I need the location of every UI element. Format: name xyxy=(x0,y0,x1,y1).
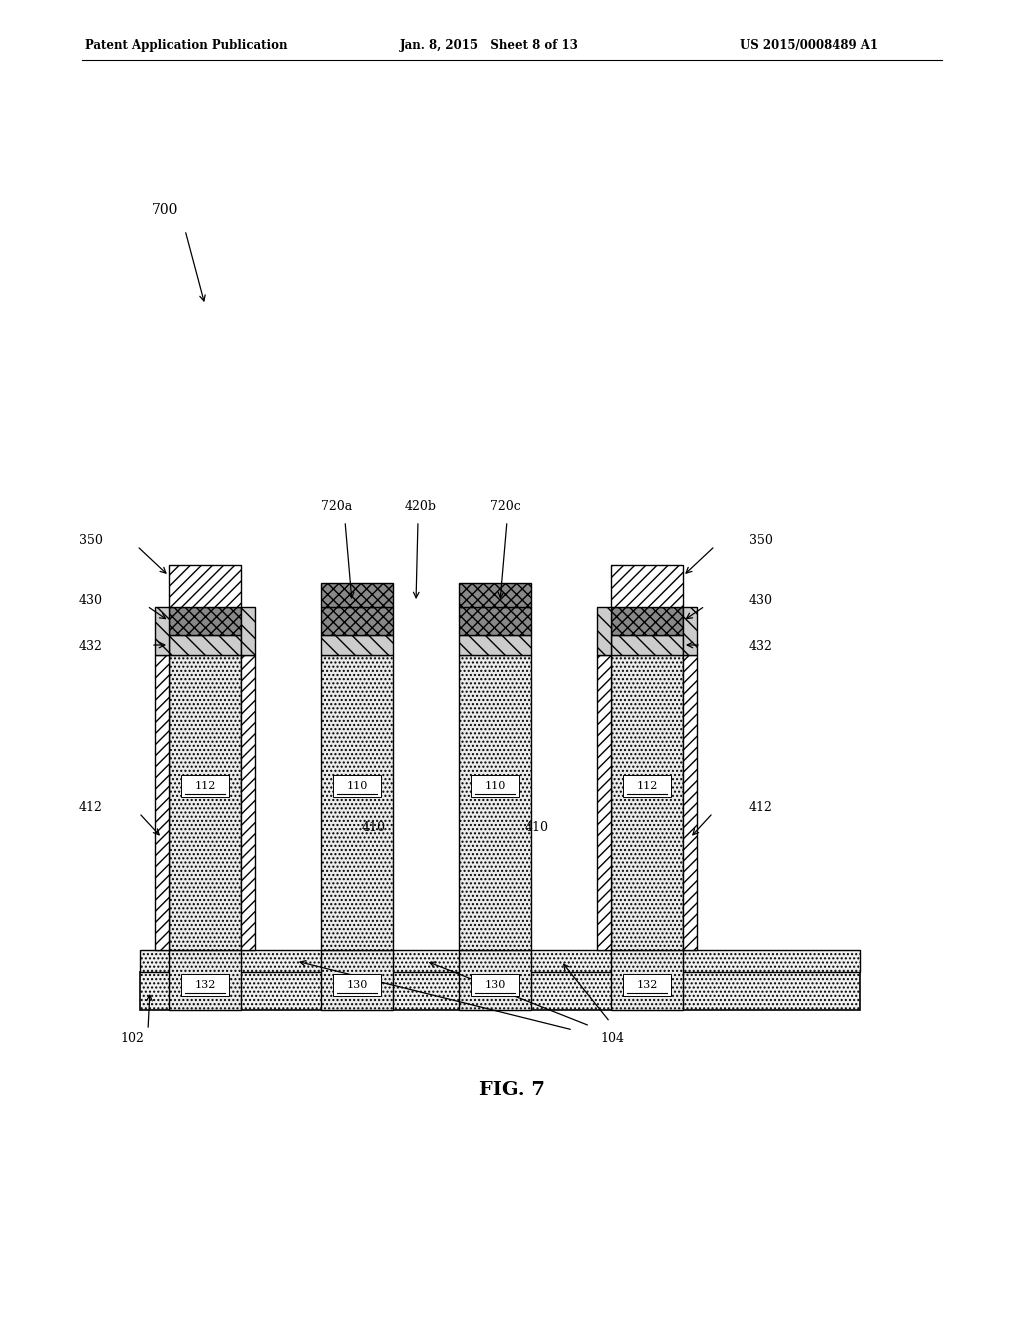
Text: 350: 350 xyxy=(749,535,773,548)
Text: 110: 110 xyxy=(484,780,506,791)
Bar xyxy=(321,607,393,635)
Bar xyxy=(321,583,393,607)
Bar xyxy=(155,655,169,950)
Text: 430: 430 xyxy=(79,594,103,607)
Bar xyxy=(169,950,241,1010)
Bar xyxy=(181,775,229,796)
Text: 410: 410 xyxy=(362,821,386,834)
Bar xyxy=(459,950,531,1010)
Bar xyxy=(140,972,860,1010)
Text: Patent Application Publication: Patent Application Publication xyxy=(85,38,288,51)
Bar xyxy=(321,635,393,655)
Bar xyxy=(169,655,241,950)
Text: 112: 112 xyxy=(195,780,216,791)
Bar xyxy=(683,607,697,655)
Bar xyxy=(471,974,519,997)
Text: 132: 132 xyxy=(636,979,657,990)
Bar xyxy=(321,655,393,950)
Bar xyxy=(169,635,241,655)
Text: 130: 130 xyxy=(346,979,368,990)
Bar xyxy=(155,607,169,655)
Bar xyxy=(333,775,381,796)
Text: US 2015/0008489 A1: US 2015/0008489 A1 xyxy=(740,38,878,51)
Text: 412: 412 xyxy=(749,801,773,814)
Bar xyxy=(471,775,519,796)
Text: 412: 412 xyxy=(79,801,103,814)
Bar xyxy=(611,565,683,607)
Bar xyxy=(611,655,683,950)
Bar xyxy=(459,655,531,950)
Text: 432: 432 xyxy=(79,640,103,653)
Text: 410: 410 xyxy=(525,821,549,834)
Text: 102: 102 xyxy=(120,1031,144,1044)
Text: 700: 700 xyxy=(152,203,178,216)
Text: 432: 432 xyxy=(749,640,773,653)
Text: 720a: 720a xyxy=(322,500,352,513)
Text: 350: 350 xyxy=(79,535,103,548)
Bar xyxy=(611,950,683,1010)
Text: 420b: 420b xyxy=(406,500,437,513)
Bar xyxy=(611,635,683,655)
Text: 104: 104 xyxy=(600,1031,624,1044)
Bar xyxy=(683,655,697,950)
Bar xyxy=(321,950,393,1010)
Text: FIG. 7: FIG. 7 xyxy=(479,1081,545,1100)
Text: 720c: 720c xyxy=(489,500,520,513)
Text: Jan. 8, 2015   Sheet 8 of 13: Jan. 8, 2015 Sheet 8 of 13 xyxy=(400,38,579,51)
Bar xyxy=(241,607,255,655)
Bar xyxy=(623,775,671,796)
Text: 430: 430 xyxy=(749,594,773,607)
Text: 110: 110 xyxy=(346,780,368,791)
Bar xyxy=(597,607,611,655)
Bar xyxy=(140,950,860,972)
Bar xyxy=(459,635,531,655)
Text: 132: 132 xyxy=(195,979,216,990)
Bar xyxy=(459,607,531,635)
Text: 112: 112 xyxy=(636,780,657,791)
Bar xyxy=(181,974,229,997)
Bar xyxy=(597,655,611,950)
Bar xyxy=(459,583,531,607)
Bar xyxy=(169,565,241,607)
Bar xyxy=(169,607,241,635)
Bar xyxy=(241,655,255,950)
Bar xyxy=(333,974,381,997)
Text: 130: 130 xyxy=(484,979,506,990)
Bar xyxy=(623,974,671,997)
Bar xyxy=(611,607,683,635)
